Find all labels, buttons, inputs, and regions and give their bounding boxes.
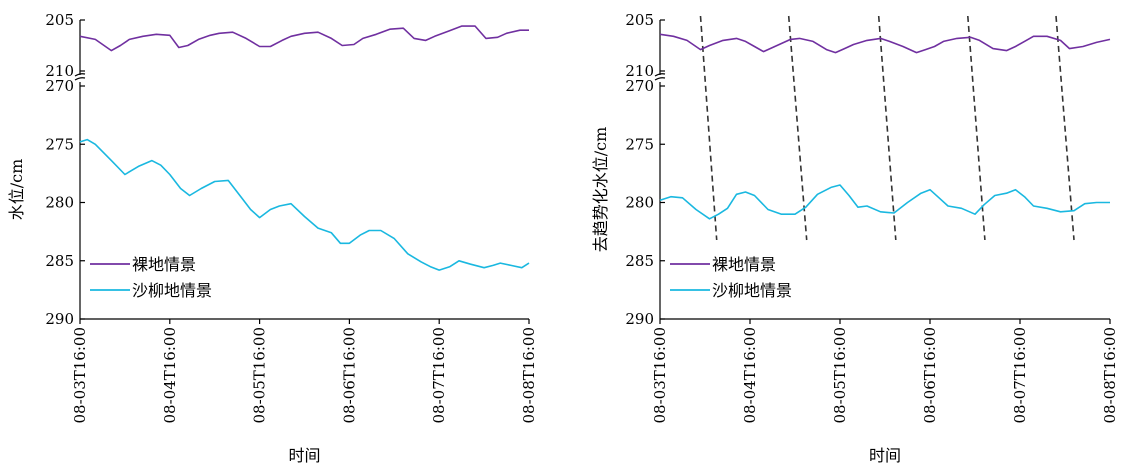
axis-break-mark	[654, 73, 666, 81]
y-tick-label: 290	[45, 310, 74, 328]
dashed-cycle-line	[699, 15, 718, 241]
y-tick-label: 275	[625, 135, 654, 153]
x-tick-label: 08-05T16:00	[831, 327, 849, 423]
x-tick-label: 08-05T16:00	[251, 327, 269, 423]
x-axis-title: 时间	[869, 446, 901, 465]
x-axis-title: 时间	[288, 446, 320, 465]
dashed-cycle-line	[1055, 15, 1075, 241]
series-line-salix	[659, 184, 1110, 220]
x-tick-label: 08-07T16:00	[1011, 327, 1029, 423]
dashed-cycle-line	[877, 15, 897, 241]
dashed-cycle-line	[787, 15, 808, 241]
y-tick-label: 270	[625, 77, 654, 95]
y-tick-label: 210	[625, 62, 654, 80]
legend-label: 沙柳地情景	[712, 281, 792, 300]
y-tick-label: 290	[625, 310, 654, 328]
y-axis-title: 去趋势化水位/cm	[591, 127, 610, 253]
y-axis-title: 水位/cm	[7, 159, 26, 221]
x-tick-label: 08-07T16:00	[430, 327, 448, 423]
legend-label: 裸地情景	[712, 255, 776, 274]
axis-break-mark	[74, 73, 86, 81]
y-tick-label: 275	[45, 135, 74, 153]
legend-label: 裸地情景	[132, 255, 196, 274]
x-tick-label: 08-08T16:00	[1101, 327, 1119, 423]
x-tick-label: 08-03T16:00	[71, 327, 89, 423]
series-line-bare-ground	[659, 33, 1111, 54]
series-line-bare-ground	[79, 25, 529, 52]
x-tick-label: 08-03T16:00	[651, 327, 669, 423]
y-tick-label: 280	[625, 194, 654, 212]
series-line-salix	[79, 138, 530, 271]
x-tick-label: 08-08T16:00	[520, 327, 538, 423]
y-tick-label: 280	[45, 194, 74, 212]
y-tick-label: 205	[45, 11, 74, 29]
y-tick-label: 285	[45, 252, 74, 270]
y-tick-label: 210	[45, 62, 74, 80]
dashed-cycle-line	[967, 15, 986, 241]
x-tick-label: 08-04T16:00	[741, 327, 759, 423]
y-tick-label: 205	[625, 11, 654, 29]
x-tick-label: 08-04T16:00	[161, 327, 179, 423]
y-tick-label: 270	[45, 77, 74, 95]
legend-label: 沙柳地情景	[132, 281, 212, 300]
y-tick-label: 285	[625, 252, 654, 270]
x-tick-label: 08-06T16:00	[340, 327, 358, 423]
x-tick-label: 08-06T16:00	[921, 327, 939, 423]
